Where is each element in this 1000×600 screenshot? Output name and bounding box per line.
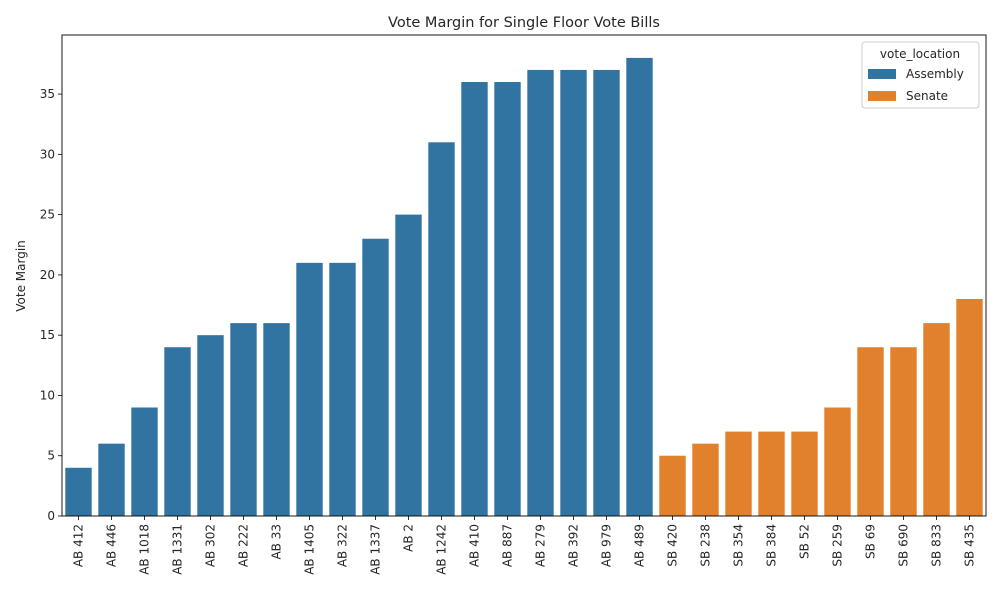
bar-sb-690	[890, 347, 917, 516]
x-tick-label: SB 384	[765, 524, 779, 567]
bar-ab-410	[461, 82, 488, 516]
bar-ab-1405	[296, 262, 323, 516]
bar-sb-259	[824, 407, 851, 516]
bars-layer	[65, 57, 983, 517]
y-tick-label: 10	[40, 388, 55, 402]
bar-ab-1242	[428, 142, 455, 517]
bar-sb-52	[791, 431, 818, 516]
bar-ab-1018	[131, 407, 158, 516]
x-tick-label: SB 435	[963, 524, 977, 567]
x-tick-label: SB 690	[897, 524, 911, 567]
x-tick-label: AB 887	[501, 524, 515, 567]
x-tick-label: AB 322	[336, 524, 350, 567]
bar-ab-322	[329, 262, 356, 516]
legend: vote_location Assembly Senate	[861, 41, 980, 109]
y-tick-label: 25	[40, 208, 55, 222]
legend-label-senate: Senate	[906, 89, 948, 103]
x-tick-label: SB 420	[666, 524, 680, 567]
x-tick-label: AB 1242	[435, 524, 449, 575]
x-tick-label: AB 489	[633, 524, 647, 567]
bar-ab-222	[230, 323, 257, 516]
bar-ab-392	[560, 69, 587, 516]
x-tick-label: AB 279	[534, 524, 548, 567]
x-tick-label: SB 259	[831, 524, 845, 567]
x-tick-label: AB 222	[237, 524, 251, 567]
x-tick-label: SB 69	[864, 524, 878, 559]
bar-ab-1331	[164, 347, 191, 516]
x-tick-label: AB 1331	[171, 524, 185, 575]
legend-swatch-assembly	[868, 69, 896, 79]
bar-sb-833	[923, 323, 950, 516]
legend-swatch-senate	[868, 91, 896, 101]
bar-ab-489	[626, 57, 653, 517]
y-tick-label: 20	[40, 268, 55, 282]
bar-sb-420	[659, 455, 686, 516]
y-tick-label: 35	[40, 87, 55, 101]
bar-ab-33	[263, 323, 290, 516]
x-tick-label: AB 2	[402, 524, 416, 552]
x-tick-label: AB 1337	[369, 524, 383, 575]
x-tick-label: AB 979	[600, 524, 614, 567]
x-tick-label: AB 1018	[138, 524, 152, 575]
x-tick-label: AB 302	[204, 524, 218, 567]
bar-sb-384	[758, 431, 785, 516]
bar-sb-435	[956, 299, 983, 516]
chart-title: Vote Margin for Single Floor Vote Bills	[388, 15, 660, 31]
y-axis-label: Vote Margin	[14, 240, 28, 312]
y-tick-label: 30	[40, 147, 55, 161]
x-tick-label: SB 354	[732, 524, 746, 567]
legend-label-assembly: Assembly	[906, 67, 964, 81]
bar-ab-302	[197, 335, 224, 516]
x-tick-label: AB 446	[105, 524, 119, 567]
bar-ab-979	[593, 69, 620, 516]
y-tick-label: 15	[40, 328, 55, 342]
bar-sb-238	[692, 443, 719, 516]
bar-sb-354	[725, 431, 752, 516]
y-axis: 0 5 10 15 20 25 30 35	[40, 87, 62, 523]
bar-sb-69	[857, 347, 884, 516]
bar-ab-1337	[362, 238, 389, 517]
x-tick-label: AB 33	[270, 524, 284, 560]
bar-ab-887	[494, 82, 521, 516]
legend-title: vote_location	[880, 47, 960, 61]
x-tick-label: AB 392	[567, 524, 581, 567]
x-tick-label: AB 410	[468, 524, 482, 567]
bar-ab-2	[395, 214, 422, 516]
x-axis: AB 412 AB 446 AB 1018 AB 1331 AB 302 AB 222 AB…	[72, 516, 977, 575]
x-tick-label: SB 833	[930, 524, 944, 567]
bar-ab-446	[98, 443, 125, 516]
x-tick-label: AB 1405	[303, 524, 317, 575]
y-tick-label: 5	[47, 449, 55, 463]
x-tick-label: SB 52	[798, 524, 812, 559]
x-tick-label: SB 238	[699, 524, 713, 567]
y-tick-label: 0	[47, 509, 55, 523]
x-tick-label: AB 412	[72, 524, 86, 567]
plot-frame	[61, 34, 987, 517]
bar-ab-279	[527, 69, 554, 516]
bar-ab-412	[65, 467, 92, 516]
